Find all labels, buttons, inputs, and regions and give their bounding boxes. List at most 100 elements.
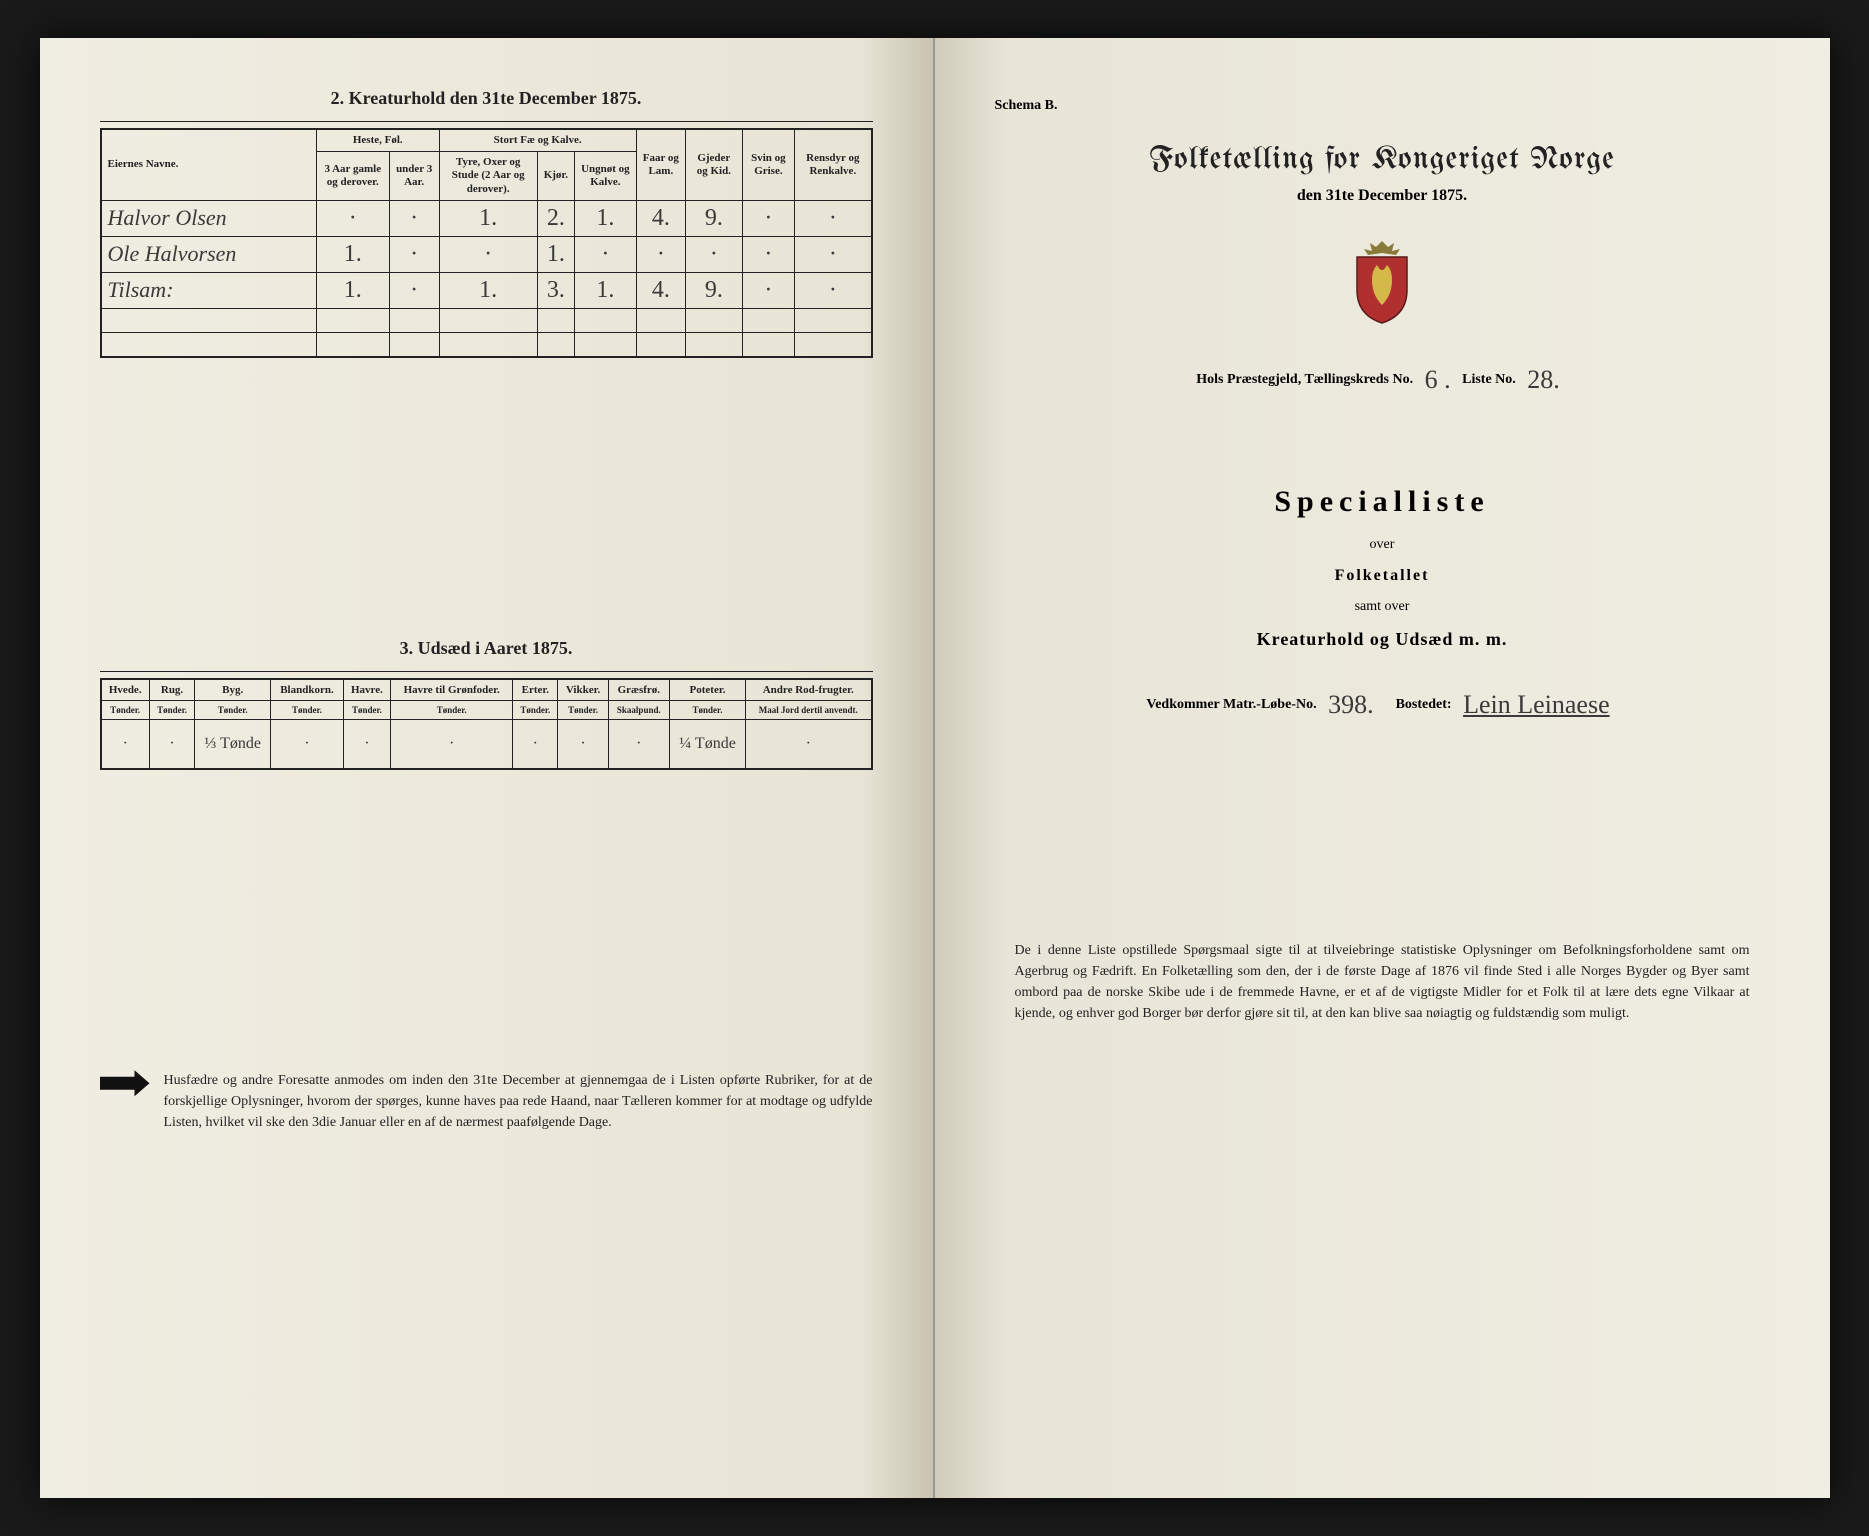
- value-cell: 1.: [316, 272, 389, 308]
- value-cell: ·: [316, 200, 389, 236]
- crop-header: Hvede.: [101, 679, 150, 701]
- value-cell: 3.: [537, 272, 574, 308]
- owner-name-cell: Tilsam:: [101, 272, 317, 308]
- specialliste-title: Specialliste: [995, 485, 1770, 519]
- col-group-horses: Heste, Føl.: [316, 129, 439, 152]
- value-cell: ·: [742, 236, 794, 272]
- col-cows: Kjør.: [537, 152, 574, 201]
- crop-unit: Tønder.: [271, 700, 344, 719]
- col-horses-3yr: 3 Aar gamle og derover.: [316, 152, 389, 201]
- bosted-value: Lein Leinaese: [1455, 690, 1618, 720]
- crop-header: Rug.: [149, 679, 194, 701]
- crop-unit: Tønder.: [391, 700, 513, 719]
- crop-unit: Tønder.: [343, 700, 390, 719]
- empty-cell: [316, 332, 389, 357]
- rule: [100, 121, 873, 122]
- empty-cell: [575, 332, 637, 357]
- empty-cell: [742, 308, 794, 332]
- table3-seed: Hvede.Rug.Byg.Blandkorn.Havre.Havre til …: [100, 678, 873, 771]
- value-cell: 1.: [537, 236, 574, 272]
- matr-label: Vedkommer Matr.-Løbe-No.: [1146, 697, 1316, 712]
- value-cell: ·: [389, 272, 439, 308]
- table-row: Tilsam:1.·1.3.1.4.9.··: [101, 272, 872, 308]
- crop-unit: Tønder.: [101, 700, 150, 719]
- matr-number: 398.: [1320, 690, 1382, 720]
- empty-cell: [575, 308, 637, 332]
- table-row: [101, 308, 872, 332]
- census-main-title: Folketælling for Kongeriget Norge: [995, 144, 1770, 177]
- district-line: Hols Præstegjeld, Tællingskreds No. 6 . …: [995, 365, 1770, 395]
- col-goats: Gjeder og Kid.: [685, 129, 742, 200]
- table-row: [101, 332, 872, 357]
- value-cell: ·: [742, 272, 794, 308]
- seed-value-cell: ·: [271, 719, 344, 769]
- value-cell: ·: [795, 272, 872, 308]
- table-row: Halvor Olsen··1.2.1.4.9.··: [101, 200, 872, 236]
- seed-value-cell: ·: [149, 719, 194, 769]
- crop-unit: Tønder.: [513, 700, 558, 719]
- empty-cell: [101, 308, 317, 332]
- empty-cell: [316, 308, 389, 332]
- value-cell: ·: [389, 236, 439, 272]
- col-calves: Ungnøt og Kalve.: [575, 152, 637, 201]
- over-label: over: [995, 537, 1770, 553]
- right-page: Schema B. Folketælling for Kongeriget No…: [935, 38, 1830, 1498]
- seed-value-cell: ·: [558, 719, 608, 769]
- seed-value-cell: ·: [343, 719, 390, 769]
- empty-cell: [389, 308, 439, 332]
- empty-cell: [636, 332, 685, 357]
- value-cell: ·: [439, 236, 537, 272]
- seed-value-cell: ·: [746, 719, 872, 769]
- empty-cell: [636, 308, 685, 332]
- crop-unit: Tønder.: [195, 700, 271, 719]
- value-cell: ·: [636, 236, 685, 272]
- col-horses-under3: under 3 Aar.: [389, 152, 439, 201]
- col-bulls: Tyre, Oxer og Stude (2 Aar og derover).: [439, 152, 537, 201]
- crop-header: Havre til Grønfoder.: [391, 679, 513, 701]
- pointing-hand-icon: [100, 1070, 150, 1096]
- seed-value-cell: ·: [513, 719, 558, 769]
- coat-of-arms-icon: [1342, 235, 1422, 325]
- seed-value-cell: ⅓ Tønde: [195, 719, 271, 769]
- empty-cell: [389, 332, 439, 357]
- value-cell: 1.: [439, 272, 537, 308]
- district-label: Hols Præstegjeld, Tællingskreds No.: [1196, 372, 1413, 387]
- empty-cell: [439, 332, 537, 357]
- list-label: Liste No.: [1462, 372, 1516, 387]
- district-number: 6 .: [1417, 365, 1459, 395]
- col-owner-name: Eiernes Navne.: [101, 129, 317, 200]
- footer-note-row: Husfædre og andre Foresatte anmodes om i…: [100, 1070, 873, 1133]
- table-row: Ole Halvorsen1.··1.·····: [101, 236, 872, 272]
- col-sheep: Faar og Lam.: [636, 129, 685, 200]
- value-cell: 1.: [316, 236, 389, 272]
- value-cell: ·: [389, 200, 439, 236]
- crop-header: Vikker.: [558, 679, 608, 701]
- col-reindeer: Rensdyr og Renkalve.: [795, 129, 872, 200]
- crop-header: Blandkorn.: [271, 679, 344, 701]
- rule: [100, 671, 873, 672]
- value-cell: 9.: [685, 200, 742, 236]
- seed-value-cell: ¼ Tønde: [669, 719, 745, 769]
- empty-cell: [742, 332, 794, 357]
- owner-name-cell: Ole Halvorsen: [101, 236, 317, 272]
- value-cell: 9.: [685, 272, 742, 308]
- owner-name-cell: Halvor Olsen: [101, 200, 317, 236]
- schema-label: Schema B.: [995, 98, 1770, 114]
- empty-cell: [795, 308, 872, 332]
- value-cell: 1.: [575, 272, 637, 308]
- crop-header: Poteter.: [669, 679, 745, 701]
- value-cell: ·: [575, 236, 637, 272]
- crop-header: Havre.: [343, 679, 390, 701]
- matr-line: Vedkommer Matr.-Løbe-No. 398. Bostedet: …: [995, 690, 1770, 720]
- col-pigs: Svin og Grise.: [742, 129, 794, 200]
- empty-cell: [101, 332, 317, 357]
- value-cell: ·: [685, 236, 742, 272]
- value-cell: 1.: [439, 200, 537, 236]
- empty-cell: [685, 332, 742, 357]
- value-cell: ·: [742, 200, 794, 236]
- crop-header: Byg.: [195, 679, 271, 701]
- table2-livestock: Eiernes Navne. Heste, Føl. Stort Fæ og K…: [100, 128, 873, 358]
- bosted-label: Bostedet:: [1396, 697, 1452, 712]
- book-spread: 2. Kreaturhold den 31te December 1875. E…: [40, 38, 1830, 1498]
- list-number: 28.: [1519, 365, 1568, 395]
